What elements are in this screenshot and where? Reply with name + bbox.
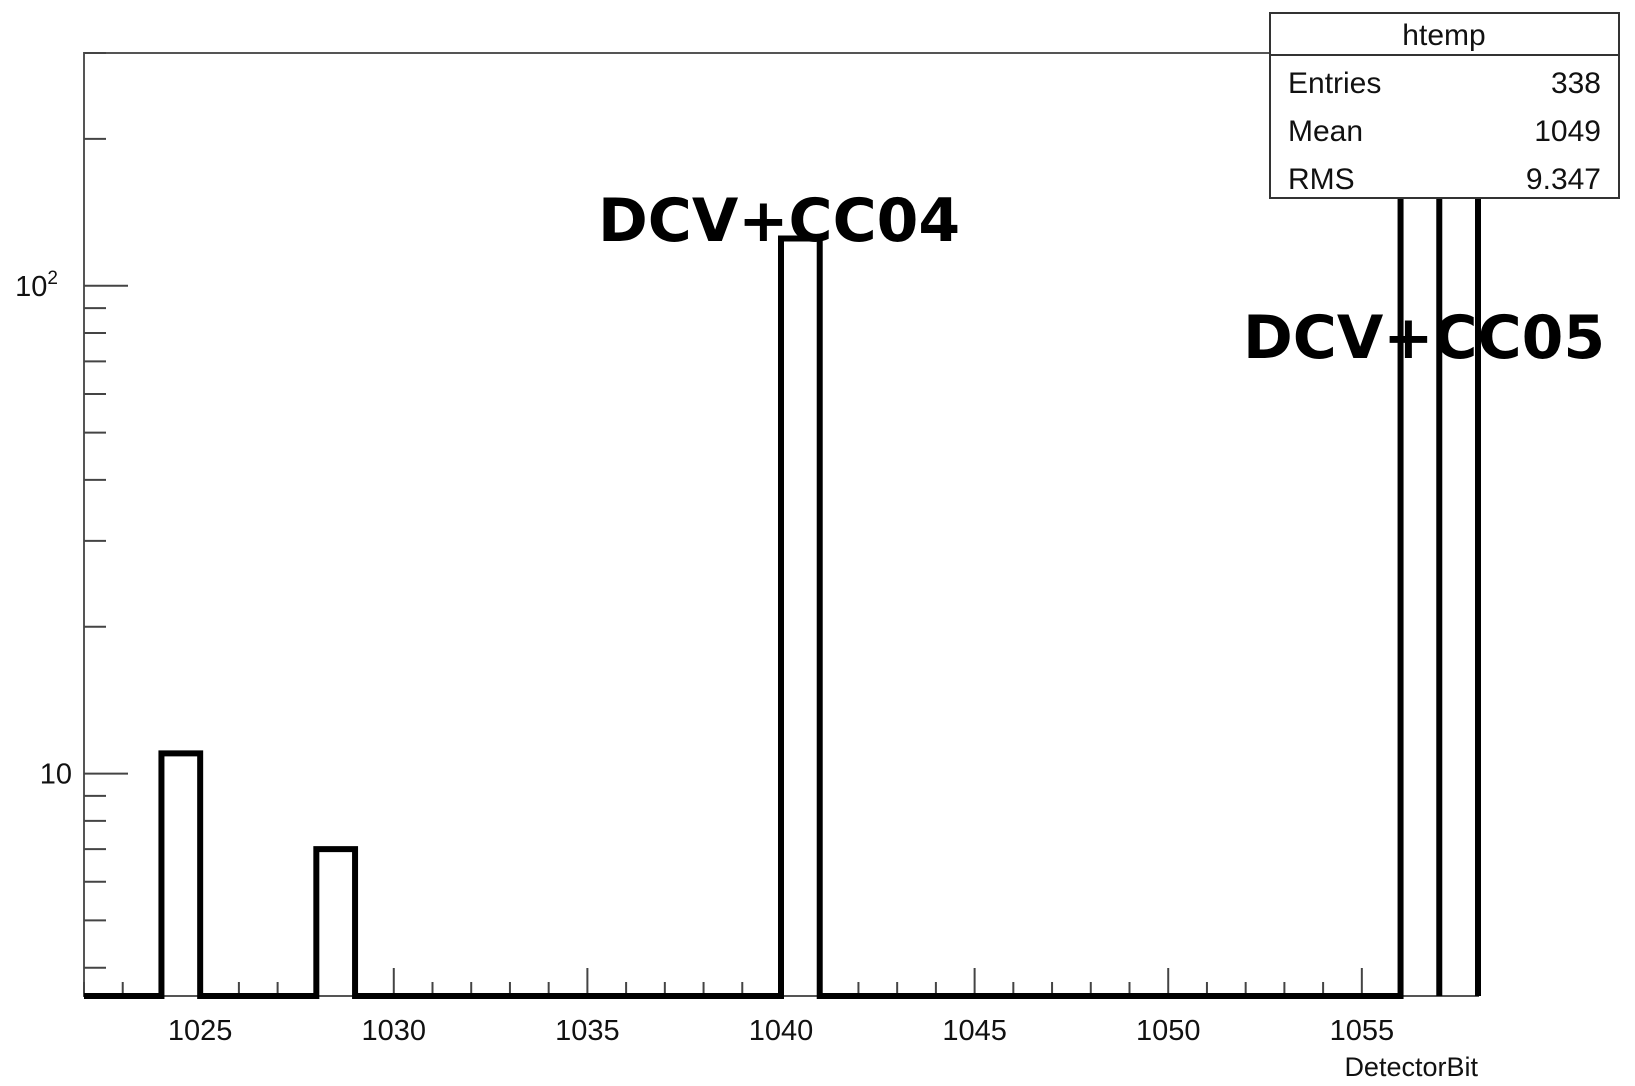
histogram-outline	[84, 50, 1481, 999]
stats-box: htemp Entries 338 Mean 1049 RMS 9.347	[1269, 12, 1620, 199]
stats-label-mean: Mean	[1288, 115, 1363, 148]
x-tick-label: 1025	[168, 1015, 233, 1047]
x-tick-label: 1055	[1330, 1015, 1395, 1047]
histogram-bars	[84, 50, 1481, 999]
histogram-bin	[316, 849, 355, 996]
annotation-dcv-cc05: DCV+CC05	[1243, 303, 1605, 373]
stats-value-rms: 9.347	[1526, 163, 1601, 196]
histogram-bin	[781, 238, 820, 996]
stats-title: htemp	[1402, 19, 1485, 52]
tick-labels: 1025 1030 1035 1040 1045 1050 1055 10 102	[15, 268, 1394, 1047]
histogram-bin	[161, 753, 200, 996]
x-tick-label: 1045	[942, 1015, 1007, 1047]
y-tick-label: 10	[40, 759, 72, 791]
stats-label-entries: Entries	[1288, 67, 1381, 100]
x-tick-label: 1050	[1136, 1015, 1201, 1047]
x-tick-label: 1040	[749, 1015, 814, 1047]
x-tick-label: 1030	[362, 1015, 427, 1047]
stats-value-mean: 1049	[1534, 115, 1601, 148]
stats-value-entries: 338	[1551, 67, 1601, 100]
x-axis-title: DetectorBit	[1344, 1052, 1478, 1082]
x-tick-label: 1035	[555, 1015, 620, 1047]
y-tick-label: 102	[15, 268, 58, 303]
stats-label-rms: RMS	[1288, 163, 1355, 196]
annotation-dcv-cc04: DCV+CC04	[598, 186, 960, 256]
